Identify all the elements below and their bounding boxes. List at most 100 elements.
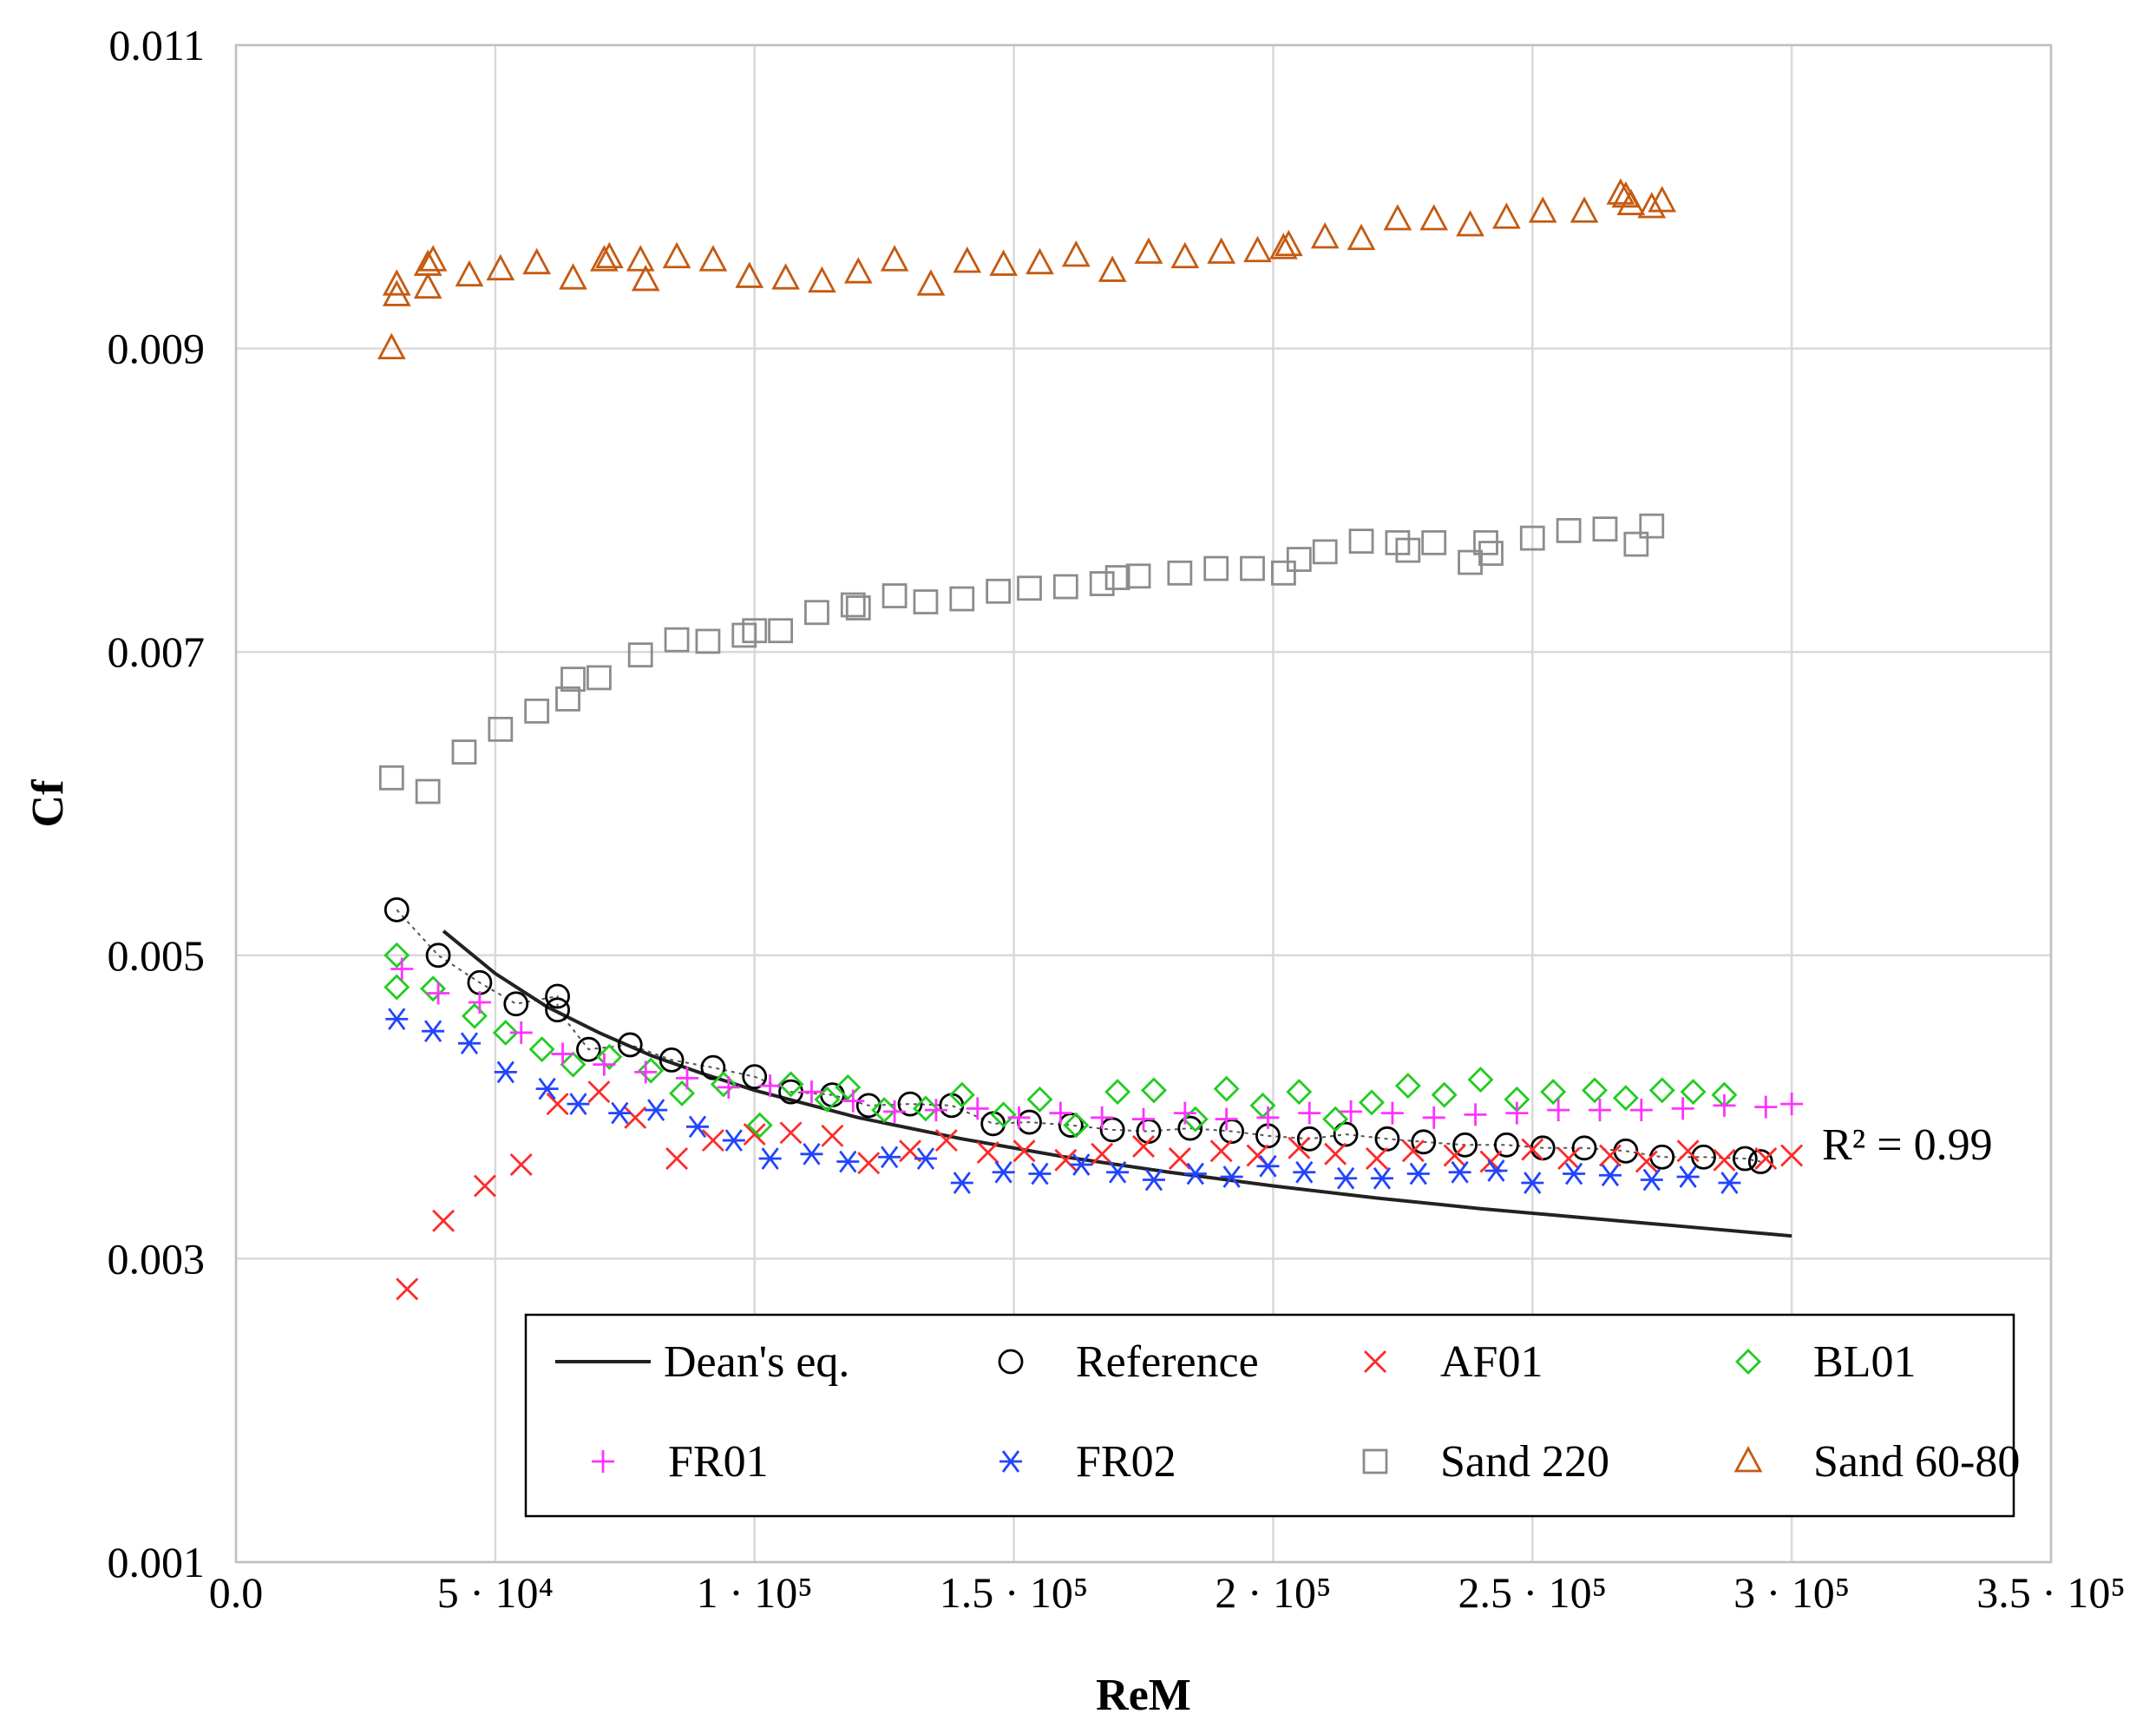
data-point <box>664 627 690 653</box>
data-point <box>1054 1148 1078 1172</box>
data-point <box>1243 235 1272 263</box>
data-point <box>390 957 414 981</box>
data-point <box>1134 237 1163 264</box>
data-point <box>857 1152 881 1175</box>
data-point <box>685 1115 709 1139</box>
legend-item-fr01: FR01 <box>592 1437 769 1487</box>
data-point <box>779 1121 803 1145</box>
legend-swatch <box>1362 1448 1388 1474</box>
data-point <box>576 1036 601 1062</box>
data-point <box>1592 516 1618 542</box>
data-point <box>1089 571 1115 596</box>
data-point <box>897 1091 923 1117</box>
data-point <box>1383 204 1412 231</box>
legend-label: FR01 <box>668 1437 769 1487</box>
data-point <box>821 1124 844 1147</box>
reference-trendline <box>396 909 1761 1163</box>
data-point <box>1286 1079 1313 1106</box>
data-point <box>1754 1095 1778 1119</box>
data-point <box>432 1209 455 1232</box>
y-tick-label: 0.005 <box>108 931 206 980</box>
data-point <box>546 1093 569 1116</box>
data-point <box>545 997 570 1023</box>
data-point <box>1411 1129 1437 1155</box>
data-point <box>1676 1166 1700 1188</box>
data-point <box>883 1100 907 1123</box>
data-point <box>1213 1075 1240 1102</box>
data-point <box>593 1053 616 1076</box>
data-point <box>1557 1147 1581 1171</box>
data-point <box>1380 1101 1404 1125</box>
data-point <box>1505 1101 1529 1125</box>
data-point <box>1215 1107 1238 1131</box>
data-point <box>1606 178 1635 205</box>
data-point <box>1421 529 1447 555</box>
data-point <box>451 739 477 765</box>
data-point <box>1017 575 1042 601</box>
legend-frame <box>524 1313 2015 1518</box>
data-point <box>1754 1147 1778 1171</box>
data-point <box>1484 1159 1508 1182</box>
series-sand-60-80 <box>377 178 1677 360</box>
data-point <box>1007 1106 1031 1129</box>
legend-item-sand-220: Sand 220 <box>1362 1437 1609 1487</box>
data-point <box>1256 1106 1280 1129</box>
x-tick-label: 5 · 10⁴ <box>437 1568 554 1617</box>
data-point <box>1334 1166 1358 1190</box>
data-point <box>492 1019 519 1046</box>
data-point <box>455 259 484 287</box>
legend-swatch <box>592 1450 614 1473</box>
y-tick-label: 0.011 <box>108 21 205 69</box>
data-point <box>1275 229 1303 257</box>
data-point <box>494 1060 517 1084</box>
data-point <box>1104 1079 1131 1106</box>
data-point <box>638 1057 665 1084</box>
data-point <box>1104 565 1130 590</box>
data-point <box>457 1032 481 1055</box>
data-point <box>1312 539 1338 565</box>
data-point <box>871 1097 898 1124</box>
data-point <box>835 1074 862 1100</box>
data-point <box>1240 555 1265 581</box>
data-point <box>1458 549 1483 575</box>
legend-swatch <box>1735 1349 1761 1375</box>
data-point <box>735 261 764 288</box>
data-point <box>422 1020 445 1043</box>
data-point <box>1132 1107 1155 1131</box>
data-point <box>948 1081 975 1108</box>
legend-label: BL01 <box>1813 1337 1916 1387</box>
data-point <box>427 982 450 1005</box>
data-point <box>1167 560 1193 586</box>
r-squared-annotation: R² = 0.99 <box>1822 1120 1993 1170</box>
data-point <box>1494 1132 1519 1158</box>
data-point <box>1431 1081 1458 1108</box>
data-point <box>845 595 871 621</box>
data-point <box>413 272 442 299</box>
data-point <box>808 266 836 293</box>
data-point <box>1249 1092 1276 1119</box>
series-fr02 <box>385 1008 1741 1194</box>
data-point <box>1028 1162 1052 1185</box>
data-point <box>1324 1142 1347 1166</box>
data-point <box>1613 1138 1639 1164</box>
data-point <box>1270 560 1296 586</box>
data-point <box>1026 247 1054 275</box>
tick-labels: 0.0 5 · 10⁴ 1 · 10⁵ 1.5 · 10⁵ 2 · 10⁵ 2.5 · 1… <box>108 21 2126 1617</box>
data-point <box>1640 1168 1663 1192</box>
data-point <box>966 1097 989 1120</box>
data-point <box>722 1129 745 1152</box>
data-point <box>1370 1166 1393 1190</box>
data-point <box>1177 1115 1203 1141</box>
data-point <box>1747 1149 1773 1174</box>
data-point <box>1492 202 1521 229</box>
data-point <box>842 1089 865 1113</box>
legend-swatch <box>999 1450 1022 1473</box>
data-point <box>836 1150 860 1173</box>
data-point <box>814 1086 841 1113</box>
data-point <box>1296 1126 1322 1152</box>
data-point <box>976 1141 999 1165</box>
data-point <box>758 1074 782 1098</box>
data-point <box>1183 1162 1207 1185</box>
data-point <box>1220 1166 1243 1188</box>
